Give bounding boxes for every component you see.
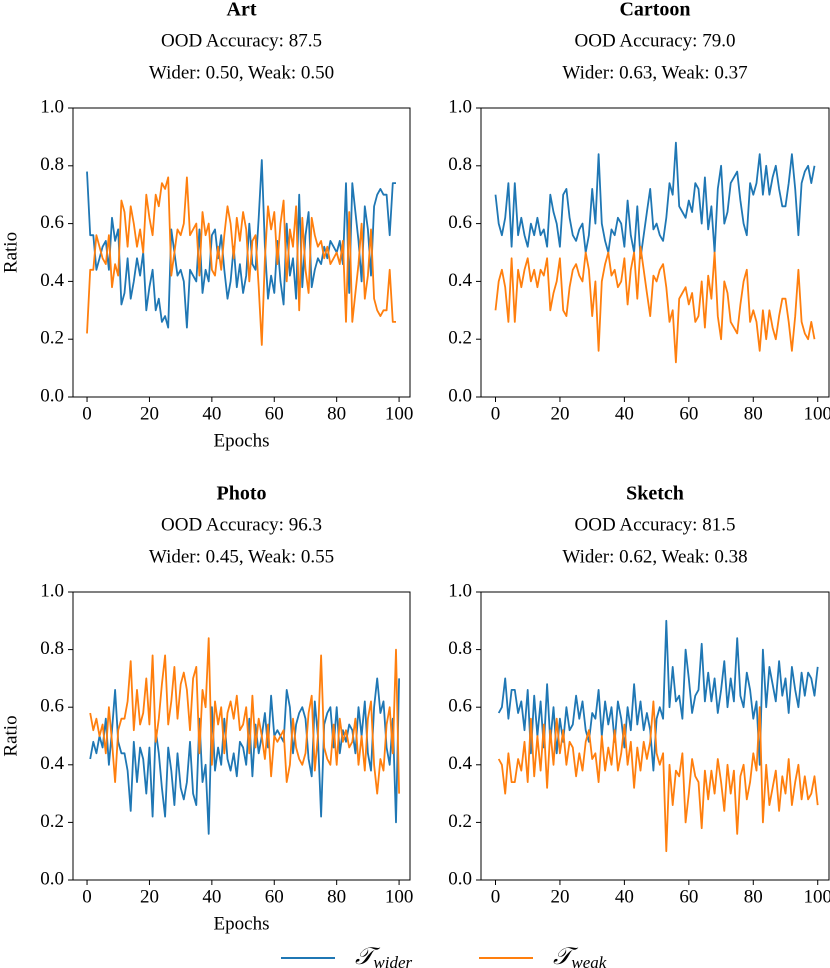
y-tick-label: 0.0: [448, 868, 472, 889]
y-tick-label: 0.0: [448, 385, 472, 406]
x-axis-label: Epochs: [214, 913, 270, 934]
panel-title: Art: [227, 0, 257, 21]
x-tick-label: 0: [491, 886, 501, 907]
legend-label: 𝒯wider: [355, 944, 412, 968]
x-tick-label: 80: [744, 886, 763, 907]
legend-subscript: weak: [571, 953, 606, 968]
y-tick-label: 1.0: [448, 96, 472, 117]
y-tick-label: 0.6: [448, 212, 472, 233]
y-tick-label: 0.4: [448, 753, 472, 774]
y-tick-label: 0.6: [40, 696, 64, 717]
panel-subtitle: OOD Accuracy: 79.0: [575, 30, 736, 51]
x-tick-label: 20: [140, 886, 159, 907]
y-axis-label: Ratio: [0, 232, 21, 273]
x-tick-label: 80: [744, 403, 763, 424]
panel-subtitle: OOD Accuracy: 96.3: [161, 514, 322, 535]
series-line: [86, 159, 396, 329]
y-tick-label: 1.0: [40, 96, 64, 117]
panel-subtitle: OOD Accuracy: 81.5: [575, 514, 736, 535]
x-tick-label: 60: [679, 886, 698, 907]
x-tick-label: 20: [550, 886, 569, 907]
panel-subtitle: OOD Accuracy: 87.5: [161, 30, 322, 51]
legend-subscript: wider: [373, 953, 412, 968]
y-tick-label: 1.0: [40, 580, 64, 601]
y-tick-label: 0.0: [40, 385, 64, 406]
x-tick-label: 80: [327, 886, 346, 907]
y-tick-label: 0.2: [448, 811, 472, 832]
y-tick-label: 0.6: [448, 696, 472, 717]
series-line: [497, 700, 819, 853]
panel-subtitle: Wider: 0.45, Weak: 0.55: [149, 546, 334, 567]
panel-title: Photo: [217, 483, 267, 505]
series-line: [89, 677, 400, 835]
axes-frame: [480, 591, 830, 881]
x-tick-label: 40: [615, 403, 634, 424]
legend-label: 𝒯weak: [553, 944, 607, 968]
y-tick-label: 0.0: [40, 868, 64, 889]
x-tick-label: 20: [550, 403, 569, 424]
y-tick-label: 0.4: [40, 753, 64, 774]
axes-frame: [480, 107, 830, 398]
x-tick-label: 40: [615, 886, 634, 907]
x-axis-label: Epochs: [214, 430, 270, 451]
panel-subtitle: Wider: 0.50, Weak: 0.50: [149, 62, 334, 83]
series-line: [494, 245, 816, 364]
x-tick-label: 0: [491, 403, 501, 424]
axes-frame: [72, 107, 411, 398]
x-tick-label: 60: [265, 886, 284, 907]
y-tick-label: 0.2: [448, 328, 472, 349]
y-tick-label: 0.8: [40, 154, 64, 175]
x-tick-label: 40: [202, 403, 221, 424]
x-tick-label: 100: [803, 886, 830, 907]
x-tick-label: 100: [803, 403, 830, 424]
y-tick-label: 0.8: [448, 154, 472, 175]
x-tick-label: 0: [82, 886, 92, 907]
axes-frame: [72, 591, 411, 881]
y-tick-label: 0.4: [40, 270, 64, 291]
y-tick-label: 0.8: [448, 638, 472, 659]
series-line: [497, 619, 819, 772]
series-line: [494, 141, 816, 260]
x-tick-label: 100: [385, 886, 414, 907]
panel-title: Cartoon: [619, 0, 690, 21]
y-tick-label: 0.2: [40, 328, 64, 349]
panel-subtitle: Wider: 0.62, Weak: 0.38: [562, 546, 747, 567]
y-tick-label: 0.4: [448, 270, 472, 291]
x-tick-label: 60: [265, 403, 284, 424]
series-line: [89, 637, 400, 795]
x-tick-label: 100: [385, 403, 414, 424]
panel-title: Sketch: [626, 483, 684, 505]
x-tick-label: 20: [140, 403, 159, 424]
x-tick-label: 0: [82, 403, 92, 424]
y-axis-label: Ratio: [0, 715, 21, 756]
y-tick-label: 1.0: [448, 580, 472, 601]
x-tick-label: 60: [679, 403, 698, 424]
y-tick-label: 0.6: [40, 212, 64, 233]
y-tick-label: 0.8: [40, 638, 64, 659]
series-line: [86, 176, 396, 346]
x-tick-label: 40: [202, 886, 221, 907]
x-tick-label: 80: [327, 403, 346, 424]
panel-subtitle: Wider: 0.63, Weak: 0.37: [562, 62, 747, 83]
y-tick-label: 0.2: [40, 811, 64, 832]
